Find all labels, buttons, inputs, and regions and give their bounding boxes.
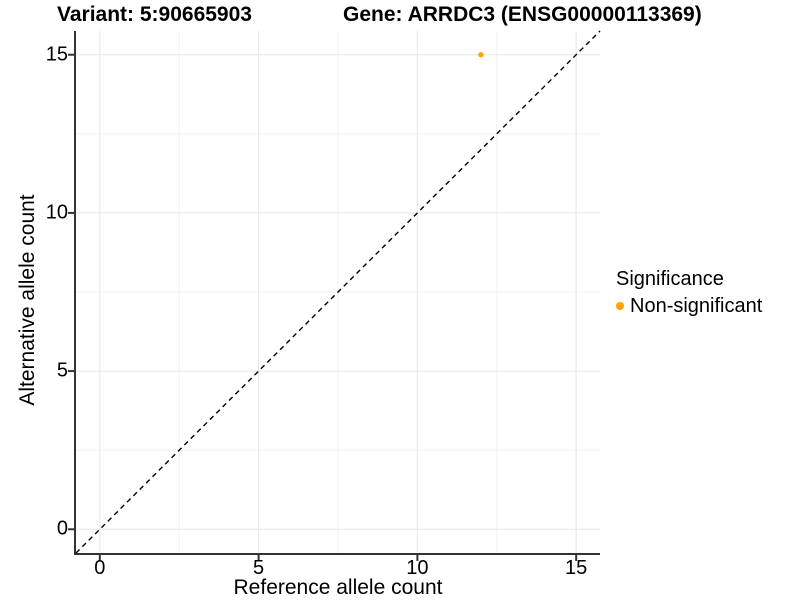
legend: Significance Non-significant: [616, 266, 762, 318]
legend-title: Significance: [616, 268, 724, 290]
plot-panel: [68, 30, 601, 561]
identity-reference-line: [75, 30, 601, 554]
data-point: [478, 52, 484, 58]
x-tick-label: 10: [406, 557, 429, 579]
y-tick-label: 0: [56, 517, 68, 540]
x-tick-label: 0: [94, 557, 106, 579]
legend-marker-circle-icon: [616, 302, 624, 310]
variant-title: Variant: 5:90665903: [57, 3, 252, 26]
x-tick-label: 15: [565, 557, 588, 579]
x-tick-label: 5: [253, 557, 265, 579]
y-tick-label: 15: [45, 43, 68, 66]
y-tick-label: 5: [56, 359, 68, 382]
legend-item-label: Non-significant: [630, 295, 763, 317]
legend-item-non-significant: Non-significant: [616, 294, 762, 318]
plot-canvas: [68, 30, 601, 561]
x-axis-title: Reference allele count: [233, 576, 443, 599]
gene-title: Gene: ARRDC3 (ENSG00000113369): [343, 3, 702, 26]
y-tick-label: 10: [45, 201, 68, 224]
